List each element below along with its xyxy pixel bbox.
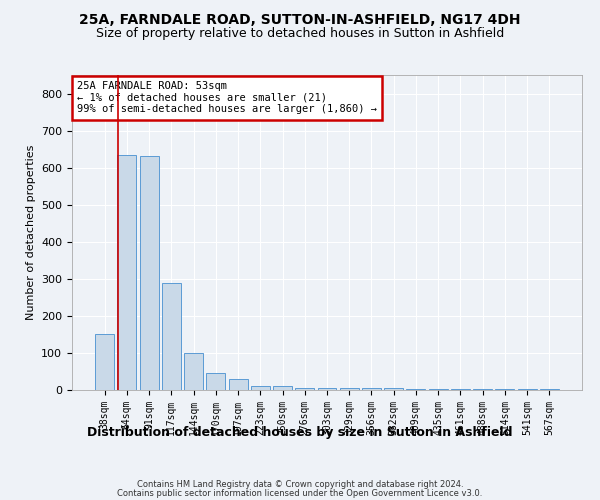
Bar <box>229 379 248 390</box>
Bar <box>406 389 425 390</box>
Bar <box>206 374 225 390</box>
Bar <box>362 388 381 390</box>
Bar <box>184 353 203 390</box>
Bar <box>118 154 136 390</box>
Bar <box>140 156 158 390</box>
Bar <box>295 388 314 390</box>
Bar <box>317 388 337 390</box>
Text: Contains public sector information licensed under the Open Government Licence v3: Contains public sector information licen… <box>118 488 482 498</box>
Bar <box>384 388 403 390</box>
Bar <box>162 282 181 390</box>
Bar <box>429 389 448 390</box>
Text: Size of property relative to detached houses in Sutton in Ashfield: Size of property relative to detached ho… <box>96 28 504 40</box>
Text: 25A, FARNDALE ROAD, SUTTON-IN-ASHFIELD, NG17 4DH: 25A, FARNDALE ROAD, SUTTON-IN-ASHFIELD, … <box>79 12 521 26</box>
Bar <box>95 334 114 390</box>
Bar <box>251 386 270 390</box>
Y-axis label: Number of detached properties: Number of detached properties <box>26 145 35 320</box>
Text: Contains HM Land Registry data © Crown copyright and database right 2024.: Contains HM Land Registry data © Crown c… <box>137 480 463 489</box>
Text: Distribution of detached houses by size in Sutton in Ashfield: Distribution of detached houses by size … <box>87 426 513 439</box>
Bar <box>273 386 292 390</box>
Bar <box>340 388 359 390</box>
Text: 25A FARNDALE ROAD: 53sqm
← 1% of detached houses are smaller (21)
99% of semi-de: 25A FARNDALE ROAD: 53sqm ← 1% of detache… <box>77 82 377 114</box>
